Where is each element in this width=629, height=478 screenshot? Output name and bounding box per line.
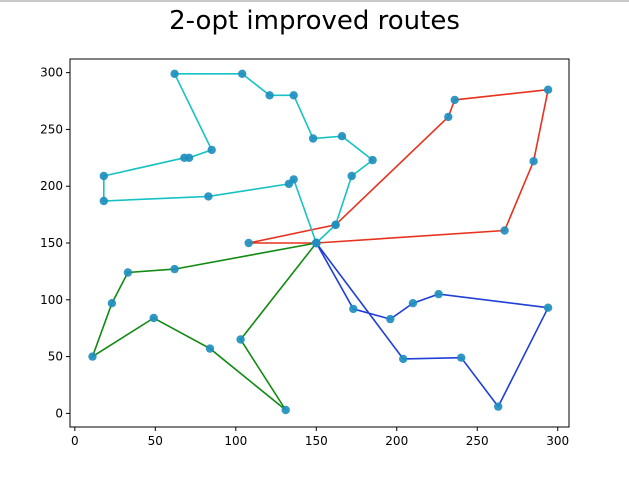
route-point	[205, 344, 215, 353]
chart-title: 2-opt improved routes	[169, 6, 460, 36]
x-tick-label: 250	[466, 434, 489, 448]
y-tick-label: 300	[40, 66, 63, 80]
route-line-3	[90, 242, 317, 411]
route-point	[184, 153, 194, 162]
route-point	[347, 171, 356, 181]
route-point	[308, 134, 318, 143]
y-tick-label: 200	[40, 179, 63, 193]
route-point	[236, 335, 245, 344]
route-point	[149, 313, 158, 323]
route-point	[170, 69, 179, 79]
y-tick-label: 100	[40, 293, 63, 307]
route-points	[88, 69, 553, 415]
route-line-4	[103, 73, 374, 244]
route-point	[99, 196, 109, 206]
route-point	[349, 304, 358, 314]
route-point	[88, 352, 97, 361]
route-point	[99, 171, 109, 181]
route-point	[244, 238, 253, 248]
y-tick-label: 50	[48, 350, 63, 364]
route-point	[399, 354, 408, 364]
top-border	[0, 0, 629, 2]
route-point	[312, 238, 321, 248]
route-point	[207, 145, 216, 155]
route-point	[281, 405, 290, 415]
route-point	[450, 95, 459, 105]
x-tick-label: 50	[148, 434, 163, 448]
route-point	[457, 353, 466, 362]
route-point	[331, 220, 340, 229]
route-point	[386, 314, 395, 324]
route-point	[444, 112, 453, 122]
x-axis: 0 50 100 150 200 250 300	[71, 427, 569, 448]
route-point	[368, 155, 377, 165]
route-point	[123, 268, 133, 277]
route-point	[107, 299, 117, 308]
route-point	[543, 303, 553, 312]
route-point	[284, 179, 294, 189]
y-tick-label: 0	[55, 406, 63, 420]
y-tick-label: 250	[40, 122, 63, 136]
route-point	[543, 85, 553, 94]
y-axis: 0 50 100 150 200 250 300	[40, 66, 70, 420]
route-point	[494, 402, 503, 411]
route-point	[238, 69, 247, 79]
x-tick-label: 200	[385, 434, 408, 448]
route-point	[265, 91, 274, 100]
x-tick-label: 0	[71, 434, 79, 448]
x-tick-label: 150	[305, 434, 328, 448]
route-point	[408, 299, 418, 308]
route-point	[434, 289, 443, 299]
x-tick-label: 100	[224, 434, 247, 448]
route-point	[337, 132, 347, 141]
route-line-2	[315, 242, 550, 409]
x-tick-label: 300	[546, 434, 569, 448]
route-point	[500, 226, 509, 235]
route-point	[204, 192, 213, 201]
y-tick-label: 150	[40, 236, 63, 250]
route-point	[529, 157, 538, 166]
route-point	[289, 91, 298, 100]
route-line-1	[248, 88, 550, 244]
route-point	[170, 264, 179, 274]
